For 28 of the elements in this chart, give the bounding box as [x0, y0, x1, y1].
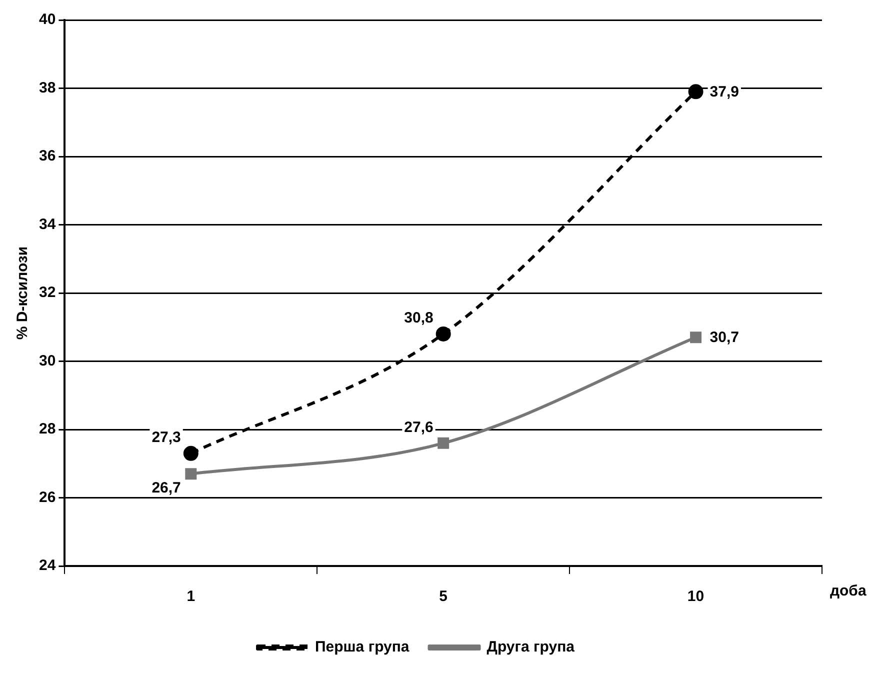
- data-label: 30,8: [404, 310, 434, 327]
- point: [183, 446, 198, 461]
- point: [436, 326, 451, 342]
- point: [438, 437, 450, 449]
- data-label: 30,7: [710, 329, 739, 346]
- y-tick-label: 40: [38, 11, 56, 28]
- y-tick-label: 26: [38, 488, 56, 506]
- y-tick-label: 38: [38, 79, 56, 96]
- y-axis-title: % D-ксилози: [14, 246, 32, 340]
- x-tick-label: 5: [439, 588, 448, 606]
- x-tick-label: 1: [186, 588, 196, 606]
- data-label: 27,6: [404, 418, 434, 436]
- y-tick-label: 28: [38, 420, 56, 438]
- x-axis-title: доба: [830, 582, 867, 600]
- point: [185, 468, 197, 480]
- data-label: 37,9: [710, 83, 739, 100]
- y-tick-label: 24: [38, 557, 56, 574]
- legend-label: Друга група: [486, 638, 576, 656]
- point: [688, 84, 704, 100]
- legend-label: Перша група: [315, 638, 410, 656]
- data-label: 27,3: [152, 429, 181, 446]
- y-tick-label: 32: [38, 284, 56, 302]
- x-tick-label: 10: [687, 588, 704, 606]
- y-tick-label: 36: [38, 148, 56, 165]
- point: [690, 332, 702, 344]
- data-label: 26,7: [152, 480, 181, 497]
- y-tick-label: 34: [38, 216, 56, 233]
- y-tick-label: 30: [38, 352, 56, 370]
